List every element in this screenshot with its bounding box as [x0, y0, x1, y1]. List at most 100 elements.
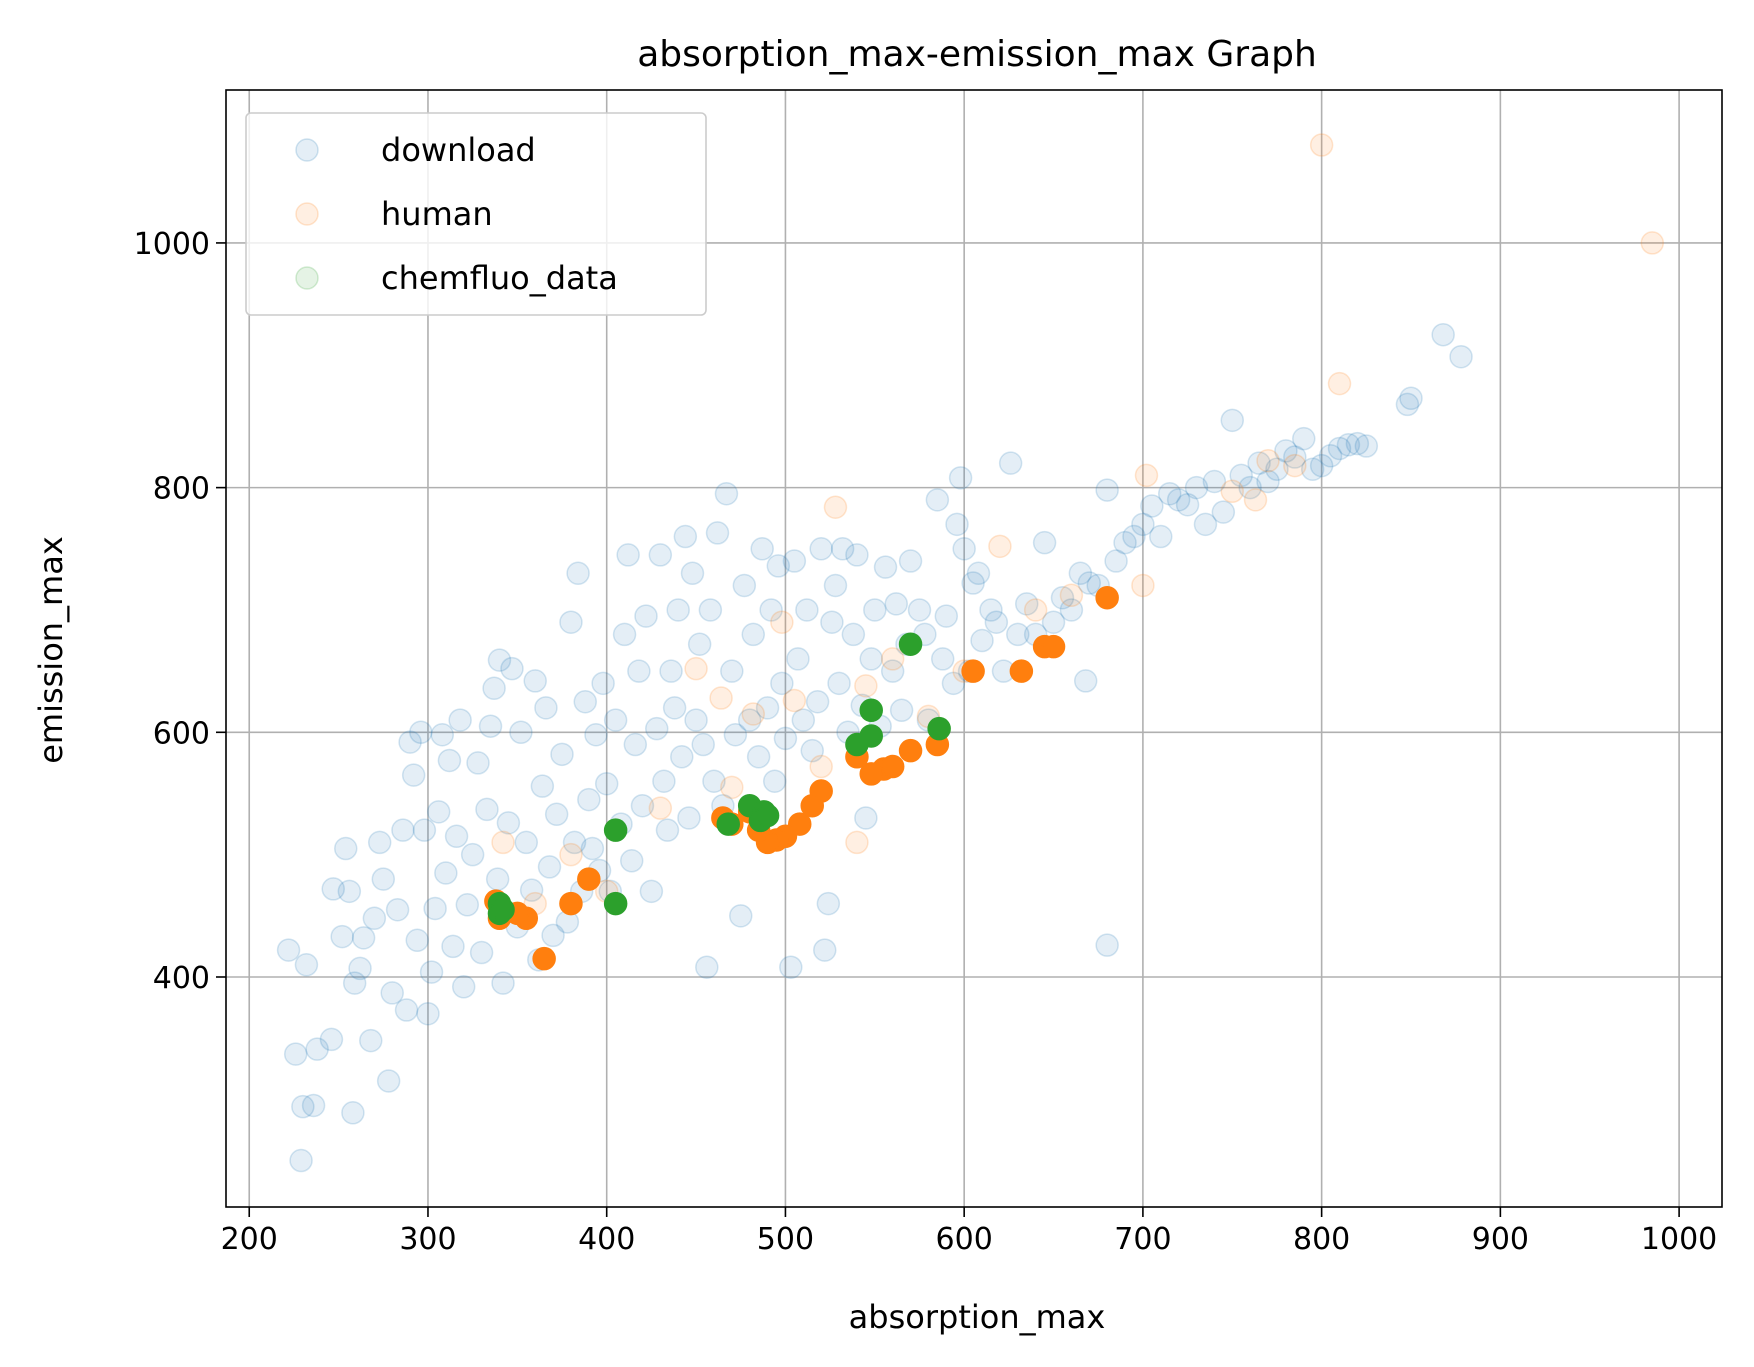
- data-point: [880, 659, 905, 683]
- data-point: [1184, 475, 1209, 500]
- data-point: [376, 1069, 401, 1093]
- data-point: [319, 1027, 344, 1052]
- legend-label: chemfluo_data: [381, 259, 618, 297]
- data-point: [391, 818, 415, 842]
- data-point: [630, 793, 655, 818]
- data-point: [845, 830, 869, 855]
- y-tick-label: 800: [153, 472, 210, 507]
- data-point: [591, 671, 615, 696]
- data-point: [448, 708, 472, 732]
- data-point: [1345, 431, 1370, 456]
- data-point: [998, 451, 1023, 475]
- data-point: [930, 647, 955, 671]
- data-point: [770, 610, 794, 634]
- data-point: [394, 998, 419, 1022]
- data-point: [680, 561, 705, 586]
- y-axis-label: emission_max: [32, 536, 70, 764]
- data-point: [371, 867, 396, 891]
- data-point: [1023, 598, 1048, 622]
- data-point: [907, 598, 932, 622]
- data-point: [466, 751, 490, 775]
- data-point: [1292, 426, 1316, 451]
- data-point: [759, 598, 783, 622]
- data-point: [627, 659, 651, 683]
- x-tick-label: 200: [221, 1222, 278, 1257]
- data-point: [1050, 585, 1075, 610]
- data-point: [594, 771, 619, 796]
- data-point: [1104, 549, 1128, 573]
- data-point: [559, 891, 583, 916]
- data-point: [500, 656, 524, 681]
- data-point: [1202, 469, 1227, 494]
- data-point: [782, 688, 807, 713]
- data-point: [478, 714, 503, 738]
- data-point: [746, 745, 771, 769]
- data-point: [979, 598, 1003, 622]
- legend-box: [245, 112, 707, 316]
- data-point: [437, 748, 462, 773]
- data-point: [662, 696, 687, 720]
- data-point: [491, 897, 515, 922]
- data-point: [1220, 408, 1245, 433]
- data-point: [863, 598, 887, 622]
- data-point: [1095, 478, 1119, 502]
- data-point: [441, 934, 465, 959]
- data-point: [1327, 371, 1352, 396]
- axis-ticks: 200 300 400 500 600 700 800 900 1000 400 600 800 100…: [134, 227, 1718, 1257]
- data-point: [491, 971, 515, 995]
- data-point: [1032, 530, 1057, 555]
- data-point: [648, 543, 673, 567]
- data-point: [1395, 392, 1420, 417]
- data-point: [1059, 598, 1084, 622]
- data-point: [1300, 457, 1325, 482]
- data-point: [673, 524, 698, 549]
- data-point: [823, 573, 848, 598]
- data-point: [961, 571, 985, 595]
- data-point: [612, 622, 637, 647]
- data-point: [482, 676, 506, 701]
- data-point: [580, 836, 605, 861]
- data-point: [485, 867, 510, 891]
- data-point: [283, 1042, 308, 1066]
- data-point: [341, 1101, 365, 1125]
- data-point: [766, 554, 791, 578]
- data-point: [301, 1093, 326, 1118]
- legend-marker: [295, 202, 319, 226]
- data-point: [805, 689, 830, 714]
- data-point: [330, 924, 354, 949]
- data-point: [639, 879, 664, 904]
- data-point: [1354, 434, 1379, 458]
- data-point: [898, 549, 923, 573]
- data-point: [1009, 659, 1034, 683]
- data-point: [1041, 610, 1066, 634]
- data-point: [509, 720, 533, 745]
- data-point: [795, 598, 819, 622]
- data-point: [455, 893, 480, 917]
- data-point: [634, 604, 658, 628]
- data-point: [770, 671, 794, 696]
- data-point: [423, 896, 447, 921]
- data-point: [970, 628, 994, 653]
- data-point: [823, 495, 848, 519]
- data-point: [603, 891, 628, 916]
- data-point: [487, 648, 512, 672]
- data-point: [830, 537, 855, 561]
- data-point: [342, 971, 367, 995]
- data-point: [289, 1148, 313, 1173]
- data-point: [984, 610, 1009, 634]
- data-point: [809, 754, 833, 779]
- data-point: [362, 906, 387, 931]
- data-point: [534, 696, 558, 720]
- data-point: [491, 830, 515, 855]
- data-point: [966, 561, 991, 586]
- data-point: [523, 669, 547, 693]
- data-point: [670, 745, 694, 769]
- x-tick-label: 900: [1472, 1222, 1529, 1257]
- data-point: [412, 818, 437, 842]
- data-point: [1134, 463, 1159, 488]
- data-point: [334, 836, 358, 861]
- data-point: [409, 720, 433, 745]
- data-point: [684, 708, 708, 732]
- data-point: [514, 830, 539, 855]
- data-point: [434, 861, 458, 885]
